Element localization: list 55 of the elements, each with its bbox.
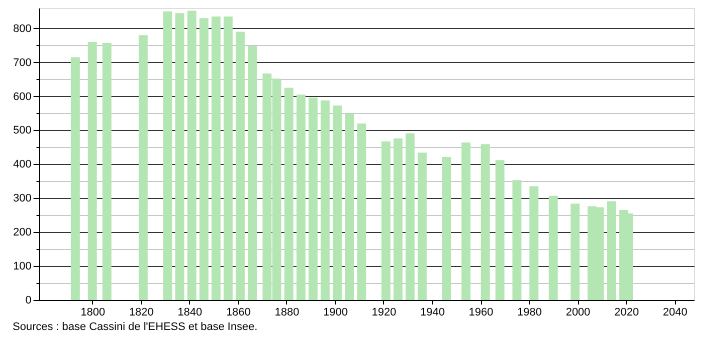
x-tick-label: 2020 xyxy=(614,306,639,318)
y-tick-label: 200 xyxy=(13,226,32,239)
bar xyxy=(138,35,148,300)
bar xyxy=(442,157,452,300)
bar xyxy=(102,42,112,300)
x-tick-label: 1960 xyxy=(468,306,494,318)
bar xyxy=(480,144,490,300)
y-tick-label: 100 xyxy=(13,260,32,273)
bar xyxy=(406,133,415,300)
y-tick-label: 800 xyxy=(13,22,32,35)
x-tick-label: 1920 xyxy=(372,306,396,318)
bar xyxy=(212,16,221,300)
bar xyxy=(495,160,504,300)
source-note: Sources : base Cassini de l'EHESS et base Insee. xyxy=(12,321,258,333)
bar xyxy=(284,88,294,300)
bar xyxy=(529,186,538,300)
bar xyxy=(461,142,470,300)
bar xyxy=(163,11,172,300)
x-tick-label: 1880 xyxy=(274,306,300,318)
y-tick-label: 300 xyxy=(13,192,32,205)
bar xyxy=(345,114,354,300)
bar xyxy=(175,13,184,300)
x-tick-label: 2000 xyxy=(566,306,590,318)
bar xyxy=(607,201,616,300)
x-tick-label: 1800 xyxy=(80,306,106,318)
bar xyxy=(308,98,318,300)
x-tick-label: 1840 xyxy=(178,306,202,318)
bar xyxy=(70,57,80,300)
x-tick-label: 1860 xyxy=(226,306,251,318)
x-tick-label: 2040 xyxy=(662,306,688,318)
bar xyxy=(381,141,390,300)
y-tick-label: 500 xyxy=(13,124,32,137)
bar xyxy=(548,196,558,300)
bar xyxy=(394,138,403,300)
bar xyxy=(248,46,257,300)
bar xyxy=(332,105,342,300)
y-tick-label: 600 xyxy=(13,90,32,103)
bar xyxy=(418,152,427,300)
bar xyxy=(88,42,97,300)
bar xyxy=(236,32,245,300)
y-tick-label: 0 xyxy=(25,294,32,306)
x-tick-label: 1980 xyxy=(517,306,542,318)
y-tick-label: 700 xyxy=(13,56,32,69)
bar xyxy=(296,94,306,300)
bar xyxy=(320,100,330,300)
y-tick-label: 400 xyxy=(13,158,32,171)
bar xyxy=(187,10,196,300)
bar xyxy=(357,123,366,300)
bar xyxy=(512,180,522,300)
x-tick-label: 1900 xyxy=(323,306,348,318)
bar xyxy=(570,204,580,300)
x-tick-label: 1820 xyxy=(129,306,154,318)
x-tick-label: 1940 xyxy=(420,306,445,318)
bar xyxy=(224,16,233,300)
bar xyxy=(199,18,208,300)
